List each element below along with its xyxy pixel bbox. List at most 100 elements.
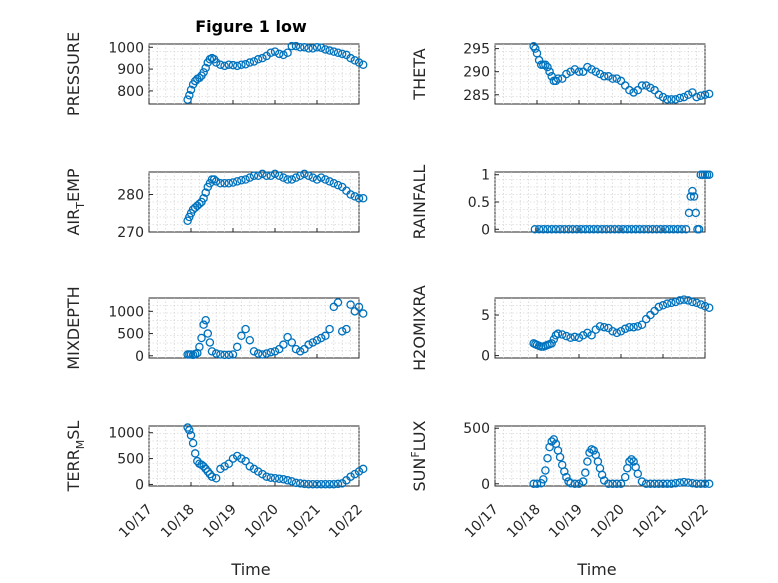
data-point (620, 81, 630, 90)
data-point (671, 478, 680, 488)
data-point (224, 459, 234, 469)
data-point (216, 60, 225, 69)
data-point (262, 349, 271, 358)
data-point (224, 178, 234, 188)
data-point (576, 225, 586, 234)
data-point (673, 225, 682, 234)
data-point (325, 479, 334, 489)
data-point (325, 177, 334, 186)
data-point (688, 297, 697, 307)
data-point (616, 326, 626, 336)
data-point (203, 329, 213, 338)
data-point (245, 462, 255, 471)
data-point (562, 69, 571, 79)
data-point (266, 171, 276, 180)
data-point (589, 446, 598, 455)
data-point (620, 324, 630, 334)
data-point (312, 43, 322, 52)
data-point (287, 477, 297, 486)
data-point (279, 173, 288, 182)
data-point (262, 472, 271, 481)
data-point (241, 60, 250, 69)
data-point (201, 63, 210, 73)
data-point (686, 192, 695, 201)
data-point (688, 88, 697, 97)
data-point (274, 171, 284, 180)
data-point (316, 173, 326, 182)
data-point (681, 225, 691, 234)
data-point (646, 83, 655, 93)
data-point (696, 479, 706, 489)
data-point (633, 469, 643, 479)
data-point (641, 81, 651, 90)
data-point (287, 175, 297, 184)
data-point (557, 74, 567, 83)
data-point (342, 324, 351, 334)
data-point (677, 225, 687, 234)
data-point (209, 175, 219, 184)
data-point (300, 344, 309, 354)
data-point (186, 431, 196, 440)
data-point (312, 335, 322, 345)
y-axis-label: TERRMSL (64, 421, 87, 493)
data-point (692, 92, 701, 102)
data-point (593, 225, 603, 234)
data-point (545, 67, 554, 76)
data-point (547, 437, 556, 446)
data-point (197, 333, 206, 343)
data-point (700, 301, 710, 311)
data-point (669, 225, 678, 234)
data-point (547, 225, 556, 234)
data-point (694, 225, 704, 234)
data-point (597, 225, 607, 234)
data-point (274, 474, 284, 484)
x-tick-label: 10/17 (116, 502, 156, 542)
data-point (606, 225, 615, 234)
data-point (354, 302, 364, 312)
data-point (333, 479, 343, 489)
y-tick-label: 0 (135, 477, 144, 493)
data-point (287, 41, 297, 51)
y-axis-label: MIXDEPTH (64, 286, 83, 369)
data-point (185, 425, 194, 435)
data-point (205, 469, 215, 479)
y-tick-label: 5 (481, 308, 490, 324)
y-tick-label: 0 (481, 477, 490, 493)
data-point (205, 338, 215, 347)
data-point (534, 225, 544, 234)
data-point (608, 479, 617, 489)
data-point (691, 208, 701, 218)
data-point (207, 347, 217, 356)
data-point (604, 72, 613, 81)
data-point (333, 298, 343, 307)
data-point (304, 479, 313, 489)
data-point (696, 300, 706, 309)
data-point (530, 225, 540, 234)
data-point (545, 442, 554, 452)
data-point (270, 347, 280, 356)
data-point (543, 453, 552, 463)
data-point (283, 332, 292, 342)
data-point (224, 350, 234, 360)
data-point (631, 225, 640, 234)
data-point (608, 74, 617, 83)
data-point (704, 303, 714, 312)
data-point (553, 329, 563, 338)
data-point (201, 188, 210, 197)
data-point (287, 338, 297, 347)
x-tick-label: 10/20 (588, 502, 628, 542)
data-point (354, 193, 364, 203)
data-point (599, 72, 609, 81)
data-point (304, 44, 313, 53)
data-point (354, 58, 364, 67)
data-point (249, 347, 259, 356)
data-point (201, 315, 210, 325)
y-axis-label: THETA (410, 48, 429, 100)
data-point (358, 309, 368, 318)
data-point (308, 338, 318, 347)
data-point (325, 324, 334, 334)
data-point (704, 479, 714, 489)
data-point (627, 225, 636, 234)
data-point (354, 467, 364, 476)
y-tick-label: 0.5 (468, 195, 490, 211)
